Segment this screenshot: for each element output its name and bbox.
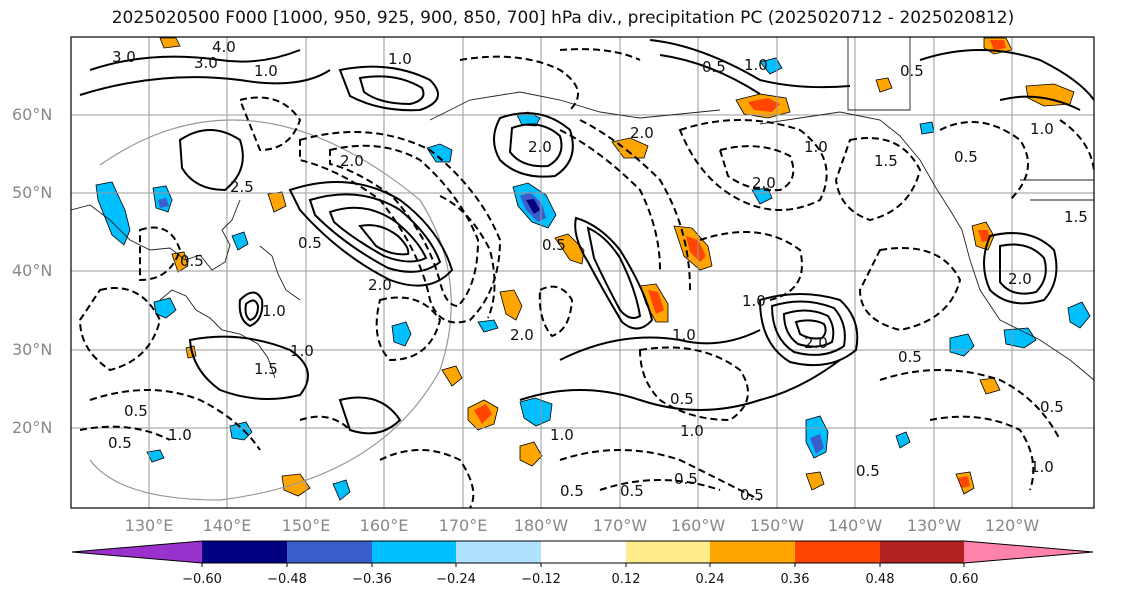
map-title: 2025020500 F000 [1000, 950, 925, 900, 85…: [111, 8, 1015, 28]
contour-label: 0.5: [108, 434, 132, 452]
coastlines: [71, 37, 1094, 381]
contour-label: 1.5: [254, 360, 278, 378]
contour-label: 1.5: [874, 152, 898, 170]
map-frame: [70, 36, 1095, 509]
contour-label: 0.5: [900, 62, 924, 80]
lat-label-20n: 20°N: [12, 418, 53, 437]
contour-label: 2.0: [1008, 270, 1032, 288]
contour-label: 0.5: [954, 148, 978, 166]
contour-label: 1.0: [262, 302, 286, 320]
contour-label: 1.0: [1030, 120, 1054, 138]
lon-label-160w: 160°W: [670, 516, 726, 535]
colorbar-tick-label: −0.12: [521, 572, 561, 587]
colorbar-tick-label: 0.24: [695, 572, 725, 587]
contour-label: 0.5: [542, 236, 566, 254]
contour-label: 1.0: [672, 326, 696, 344]
lon-label-130e: 130°E: [124, 516, 174, 535]
lon-label-130w: 130°W: [906, 516, 962, 535]
contour-label: 0.5: [1040, 398, 1064, 416]
contour-label: 1.0: [550, 426, 574, 444]
contour-label: 2.0: [630, 124, 654, 142]
lon-label-140e: 140°E: [202, 516, 252, 535]
colorbar-tick-label: −0.48: [267, 572, 307, 587]
colorbar-tick-label: −0.36: [352, 572, 392, 587]
colorbar-tick-label: 0.48: [865, 572, 895, 587]
contour-label: 1.0: [680, 422, 704, 440]
contour-label: 1.0: [388, 50, 412, 68]
precipitation-patches: [95, 37, 1091, 501]
colorbar-segment: [287, 541, 372, 563]
contour-label: 1.0: [1030, 458, 1054, 476]
lon-label-170e: 170°E: [438, 516, 488, 535]
lat-label-40n: 40°N: [12, 261, 53, 280]
contour-label: 0.5: [560, 482, 584, 500]
lon-label-140w: 140°W: [827, 516, 883, 535]
colorbar-tick-label: 0.36: [780, 572, 810, 587]
lon-label-150e: 150°E: [281, 516, 331, 535]
contour-label: 2.0: [752, 174, 776, 192]
contour-label: 4.0: [212, 38, 236, 56]
contour-label: 0.5: [898, 348, 922, 366]
contour-label: 1.0: [290, 342, 314, 360]
contour-labels: 3.0 4.0 3.0 1.0 2.0 1.0 0.5 2.0 1.0 2.5 …: [108, 38, 1088, 504]
colorbar-segment: [710, 541, 795, 563]
lon-label-180w: 180°W: [513, 516, 569, 535]
colorbar-segment: [372, 541, 456, 563]
contour-label: 0.5: [740, 486, 764, 504]
lat-label-30n: 30°N: [12, 340, 53, 359]
colorbar-segment: [541, 541, 626, 563]
contour-label: 0.5: [670, 390, 694, 408]
colorbar-segment: [964, 541, 1093, 563]
solid-contours: [79, 39, 1094, 435]
contour-label: 1.0: [804, 138, 828, 156]
contour-label: 0.5: [702, 58, 726, 76]
contour-label: 2.0: [510, 326, 534, 344]
map-background: [71, 37, 1094, 508]
contour-label: 2.0: [528, 138, 552, 156]
contour-label: 0.5: [180, 252, 204, 270]
contour-label: 0.5: [856, 462, 880, 480]
colorbar-tick-label: −0.60: [182, 572, 222, 587]
contour-label: 2.0: [804, 334, 828, 352]
contour-label: 1.0: [168, 426, 192, 444]
colorbar-tick-label: −0.24: [436, 572, 476, 587]
contour-label: 1.0: [742, 292, 766, 310]
colorbar: [71, 540, 1094, 567]
contour-label: 3.0: [112, 48, 136, 66]
contour-label: 0.5: [620, 482, 644, 500]
contour-label: 2.0: [368, 276, 392, 294]
contour-label: 0.5: [298, 234, 322, 252]
contour-label: 1.0: [254, 62, 278, 80]
colorbar-segment: [795, 541, 880, 563]
contour-label: 2.0: [340, 152, 364, 170]
lat-label-50n: 50°N: [12, 183, 53, 202]
lon-label-160e: 160°E: [359, 516, 409, 535]
lon-label-120w: 120°W: [984, 516, 1040, 535]
contour-label: 2.5: [230, 178, 254, 196]
lat-label-60n: 60°N: [12, 105, 53, 124]
contour-label: 1.5: [1064, 208, 1088, 226]
dashed-contours: [78, 48, 1094, 508]
contour-label: 1.0: [744, 56, 768, 74]
colorbar-segment: [456, 541, 541, 563]
colorbar-segment: [626, 541, 710, 563]
lon-label-170w: 170°W: [592, 516, 648, 535]
colorbar-segment: [202, 541, 287, 563]
contour-label: 0.5: [124, 402, 148, 420]
contour-label: 3.0: [194, 54, 218, 72]
lon-label-150w: 150°W: [749, 516, 805, 535]
colorbar-tick-label: 0.60: [949, 572, 979, 587]
gridlines: [71, 37, 1094, 508]
colorbar-tick-label: 0.12: [611, 572, 641, 587]
colorbar-segment: [880, 541, 964, 563]
colorbar-segment: [72, 541, 202, 563]
contour-label: 0.5: [674, 470, 698, 488]
